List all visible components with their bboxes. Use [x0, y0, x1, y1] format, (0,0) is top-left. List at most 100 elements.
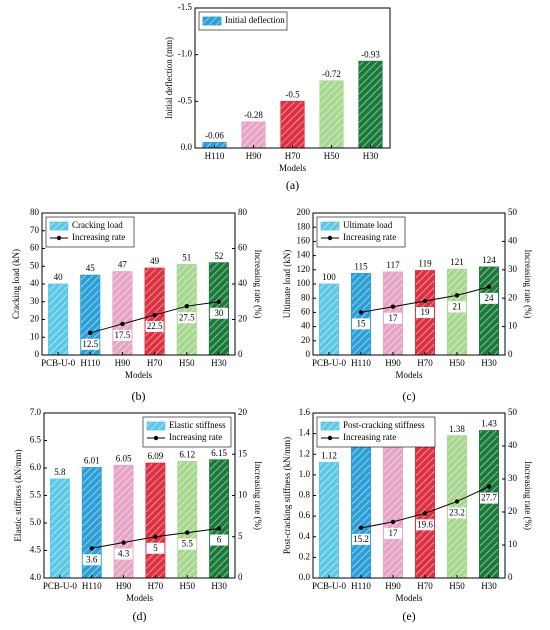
legend-swatch	[320, 221, 340, 231]
rate-label-bg	[416, 519, 434, 531]
x-axis-title: Models	[125, 370, 152, 380]
y-tick-label: 1.0	[299, 469, 311, 479]
rate-marker	[390, 519, 396, 525]
x-tick-label: H90	[385, 358, 401, 368]
rate-label: 30	[214, 308, 224, 318]
legend-marker	[327, 435, 333, 441]
y2-tick-label: 10	[508, 539, 518, 549]
rate-label-bg	[352, 533, 370, 545]
y2-tick-label: 50	[508, 207, 518, 217]
bar-value-label: 124	[482, 255, 496, 265]
y2-axis-title: Increasing rate (%)	[523, 250, 533, 319]
bar-value-label: 119	[418, 259, 432, 269]
y-tick-label: 4.5	[30, 545, 42, 555]
rate-label-bg	[81, 338, 100, 350]
legend-swatch	[320, 421, 340, 431]
x-axis-title: Models	[396, 370, 423, 380]
rate-marker	[390, 304, 396, 309]
x-tick-label: H30	[363, 151, 379, 161]
legend-label: Increasing rate	[343, 432, 396, 442]
rate-label-bg	[209, 307, 228, 319]
bar	[318, 462, 339, 579]
rate-label-bg	[416, 307, 434, 319]
panel-label: (c)	[402, 389, 415, 403]
rate-marker	[454, 293, 460, 298]
bar-value-label: 6.15	[211, 448, 227, 458]
rate-label-bg	[82, 554, 101, 566]
x-tick-label: H30	[481, 358, 497, 368]
bar	[241, 121, 266, 149]
y-tick-label: 6.0	[30, 462, 42, 472]
bar	[478, 266, 499, 356]
y2-axis-title: Increasing rate (%)	[253, 250, 263, 319]
rate-label: 17	[389, 528, 399, 538]
y2-tick-label: 20	[238, 407, 248, 417]
x-tick-label: PCB-U-0	[43, 581, 78, 591]
y2-tick-label: 60	[238, 243, 248, 253]
y-tick-label: 80	[30, 207, 40, 217]
x-axis-title: Models	[279, 163, 306, 173]
rate-marker	[216, 299, 222, 304]
rate-label-bg	[448, 507, 466, 519]
plot-frame	[312, 212, 506, 356]
x-tick-label: H50	[449, 581, 465, 591]
y2-tick-label: 0	[238, 572, 243, 582]
x-axis-title: Models	[396, 593, 423, 603]
bar-value-label: 5.8	[54, 467, 66, 477]
x-tick-label: H90	[385, 581, 401, 591]
y-tick-label: 50	[30, 260, 40, 270]
rate-label: 27.7	[481, 493, 497, 503]
bar-value-label: 1.38	[449, 424, 465, 434]
y2-tick-label: 30	[508, 473, 518, 483]
y-tick-label: 60	[301, 306, 311, 316]
rate-label-bg	[384, 312, 402, 324]
y2-tick-label: 80	[238, 207, 248, 217]
rate-marker	[422, 298, 428, 304]
legend-marker	[56, 235, 62, 241]
x-tick-label: H30	[211, 358, 227, 368]
rate-label-bg	[448, 301, 466, 313]
rate-marker	[120, 321, 125, 327]
legend-label: Ultimate load	[343, 220, 393, 230]
y2-tick-label: 50	[508, 407, 518, 417]
x-tick-label: H110	[82, 581, 102, 591]
rate-label: 17	[389, 313, 399, 323]
plot-frame	[194, 7, 391, 149]
rate-label-bg	[352, 318, 370, 330]
y-tick-label: 180	[297, 221, 311, 231]
rate-marker	[152, 312, 157, 318]
rate-label: 5	[153, 543, 158, 553]
y-tick-label: 1.4	[299, 428, 311, 438]
y-tick-label: 0.6	[299, 510, 311, 520]
rate-label-bg	[178, 538, 197, 550]
y-tick-label: 0.0	[299, 572, 311, 582]
bar-value-label: 100	[322, 272, 336, 282]
x-tick-label: H30	[481, 581, 497, 591]
bar-value-label: 1.12	[321, 451, 337, 461]
panel-label: (b)	[132, 389, 146, 403]
rate-marker	[422, 511, 428, 516]
plot-frame	[312, 412, 506, 579]
legend-label: Elastic stiffness	[169, 420, 226, 430]
x-tick-label: H110	[205, 151, 225, 161]
rate-label-bg	[145, 321, 164, 333]
rate-marker	[88, 330, 93, 336]
y-tick-label: 40	[30, 278, 40, 288]
y-tick-label: 0	[306, 349, 311, 359]
rate-marker	[358, 310, 364, 315]
y-tick-label: 100	[297, 278, 311, 288]
rate-label: 15	[357, 318, 367, 328]
bar	[319, 80, 344, 149]
y-tick-label: 30	[30, 296, 40, 306]
y-tick-label: 7.0	[30, 407, 42, 417]
bar	[177, 460, 198, 579]
y-tick-label: 5.5	[30, 490, 42, 500]
y2-tick-label: 20	[508, 292, 518, 302]
rate-label: 21	[453, 301, 462, 311]
rate-label: 5.5	[182, 539, 194, 549]
rate-marker	[121, 540, 126, 545]
y-tick-label: 1.2	[299, 448, 310, 458]
x-tick-label: H110	[80, 358, 100, 368]
x-tick-label: PCB-U-0	[41, 358, 76, 368]
